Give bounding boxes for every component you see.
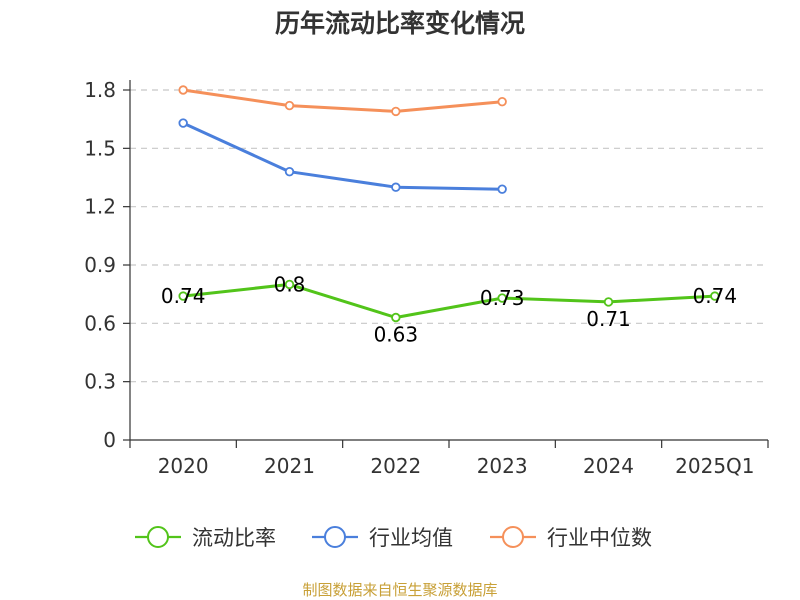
series-lines bbox=[178, 85, 720, 323]
data-point bbox=[391, 312, 401, 323]
y-tick-label: 1.8 bbox=[84, 78, 116, 102]
legend-label: 行业均值 bbox=[369, 526, 453, 550]
data-point bbox=[710, 291, 720, 301]
series-line-2 bbox=[181, 121, 504, 191]
data-label: 0.8 bbox=[274, 272, 306, 296]
data-label: 0.73 bbox=[480, 286, 525, 310]
data-point bbox=[178, 118, 188, 128]
data-point bbox=[178, 85, 188, 95]
source-note: 制图数据来自恒生聚源数据库 bbox=[302, 581, 497, 599]
x-tick-label: 2020 bbox=[158, 454, 209, 478]
data-point bbox=[497, 184, 507, 194]
chart-title: 历年流动比率变化情况 bbox=[275, 9, 525, 38]
y-tick-label: 0.6 bbox=[84, 311, 116, 335]
data-point bbox=[497, 96, 507, 107]
y-tick-label: 1.5 bbox=[84, 136, 116, 160]
legend-marker-icon bbox=[147, 526, 169, 548]
y-tick-label: 0.3 bbox=[84, 370, 116, 394]
data-point bbox=[284, 166, 295, 177]
data-label: 0.74 bbox=[693, 284, 738, 308]
legend-label: 流动比率 bbox=[192, 526, 276, 550]
x-tick-label: 2022 bbox=[370, 454, 421, 478]
series-line-1 bbox=[181, 282, 717, 319]
y-tick-label: 1.2 bbox=[84, 195, 116, 219]
data-point bbox=[391, 106, 401, 117]
series-line-3 bbox=[181, 88, 504, 113]
legend-marker-icon bbox=[502, 526, 524, 548]
data-point bbox=[284, 279, 295, 290]
x-tick-label: 2023 bbox=[477, 454, 528, 478]
legend-item[interactable]: 行业均值 bbox=[312, 526, 453, 550]
legend[interactable]: 流动比率 行业均值 行业中位数 bbox=[135, 526, 652, 550]
data-point bbox=[391, 182, 401, 192]
data-label: 0.71 bbox=[586, 307, 631, 331]
x-tick-label: 2021 bbox=[264, 454, 315, 478]
legend-marker-icon bbox=[324, 526, 346, 548]
data-point bbox=[178, 291, 188, 301]
legend-label: 行业中位数 bbox=[547, 526, 652, 550]
legend-item[interactable]: 流动比率 bbox=[135, 526, 276, 550]
y-tick-label: 0.9 bbox=[84, 253, 116, 277]
data-label: 0.74 bbox=[161, 284, 206, 308]
data-point bbox=[497, 293, 507, 303]
y-tick-label: 0 bbox=[103, 428, 116, 452]
legend-item[interactable]: 行业中位数 bbox=[490, 526, 652, 550]
grid-lines bbox=[130, 89, 768, 383]
data-point bbox=[603, 297, 614, 307]
data-labels: 0.74 0.8 0.63 0.73 0.71 0.74 bbox=[161, 272, 737, 346]
axes: 0 0.3 0.6 0.9 1.2 1.5 1.8 2020 2021 2022 2023 2024 2… bbox=[84, 78, 769, 478]
data-point bbox=[284, 100, 295, 111]
x-tick-label: 2024 bbox=[583, 454, 634, 478]
x-tick-label: 2025Q1 bbox=[675, 454, 754, 478]
data-label: 0.63 bbox=[374, 323, 419, 347]
